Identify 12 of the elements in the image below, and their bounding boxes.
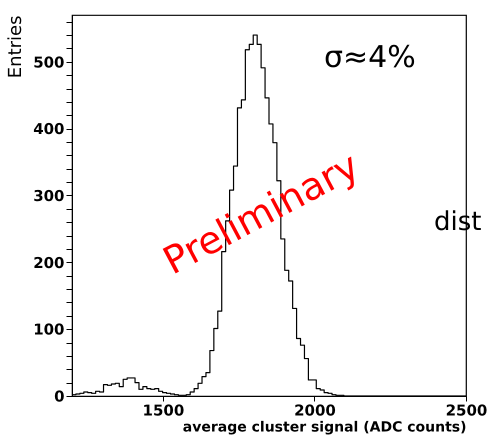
y-tick-label: 0 (54, 388, 64, 406)
y-tick-label: 300 (33, 186, 64, 205)
x-tick-label: 2500 (446, 402, 488, 420)
y-tick-label: 200 (33, 254, 64, 272)
y-tick-label: 500 (33, 53, 64, 72)
y-tick-label: 400 (33, 120, 64, 138)
y-tick-label: 100 (33, 320, 64, 339)
x-tick-label: 1500 (142, 402, 184, 420)
annotation: σ≈4% (324, 40, 416, 75)
x-tick-label: 2000 (294, 402, 336, 420)
x-axis-title: average cluster signal (ADC counts) (182, 420, 466, 436)
y-axis-title: Entries (5, 16, 26, 78)
